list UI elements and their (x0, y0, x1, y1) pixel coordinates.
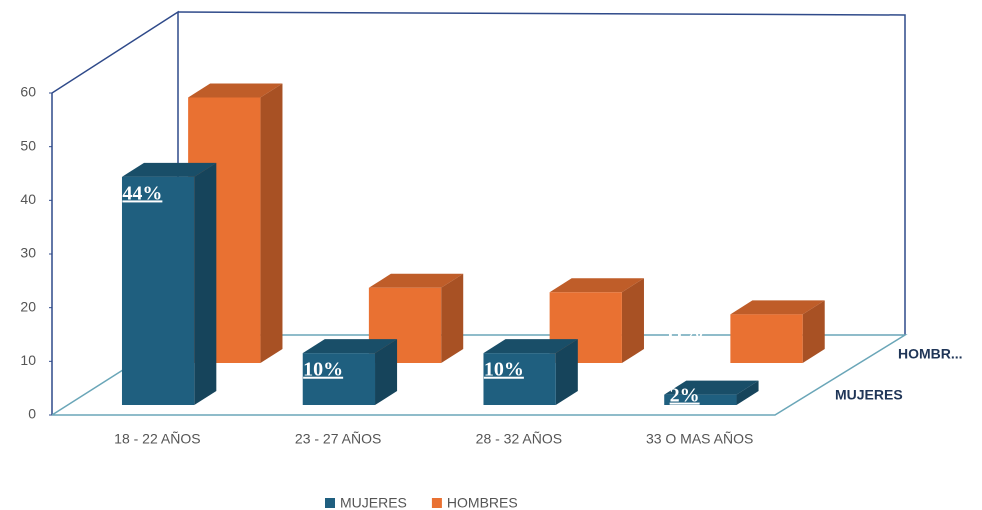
bar-side (194, 162, 217, 405)
depth-label: MUJERES (835, 387, 903, 403)
bar (730, 300, 825, 363)
x-tick-label: 18 - 22 AÑOS (114, 431, 200, 447)
bar-side (375, 339, 398, 405)
bar-top (121, 162, 217, 177)
y-tick-label: 40 (20, 191, 36, 207)
back-wall (177, 11, 906, 335)
value-label: 17% (303, 293, 343, 315)
bar-side (736, 380, 759, 405)
value-label: 10% (303, 359, 343, 381)
bar-top (483, 339, 578, 354)
value-label: 44% (122, 182, 162, 204)
bar-front (730, 314, 803, 363)
bar-front (664, 394, 737, 405)
value-label: 10% (484, 359, 524, 381)
legend-swatch (325, 498, 335, 508)
bar-top (188, 83, 283, 98)
bar-top (302, 339, 398, 354)
value-label: 2% (670, 385, 700, 407)
bar-front (483, 353, 556, 405)
bar-top (549, 278, 644, 293)
bar-front (302, 353, 376, 405)
bar-side (555, 339, 578, 405)
x-tick-label: 28 - 32 AÑOS (476, 431, 562, 447)
bar-side (441, 273, 464, 363)
bar (664, 380, 759, 405)
bar (302, 339, 398, 405)
legend-swatch (431, 498, 442, 508)
bar-side (802, 300, 825, 363)
bar-side (621, 278, 644, 363)
value-label: 16% (484, 298, 524, 320)
y-tick-label: 30 (20, 245, 36, 261)
bar-side (260, 83, 283, 364)
bar-top (730, 300, 825, 315)
depth-label: HOMBR... (898, 346, 963, 362)
bar (483, 339, 578, 405)
bar-top (664, 380, 759, 395)
bar (121, 162, 217, 405)
legend-label: HOMBRES (447, 495, 518, 510)
y-tick-label: 60 (20, 84, 36, 100)
value-label: 11% (665, 320, 704, 342)
y-tick-label: 20 (20, 298, 36, 314)
y-tick-label: 50 (20, 137, 36, 153)
bar-top (368, 273, 464, 288)
x-tick-label: 33 O MAS AÑOS (646, 431, 753, 447)
legend-label: MUJERES (340, 495, 407, 510)
y-tick-label: 0 (28, 406, 36, 422)
bar-front (121, 176, 195, 405)
y-tick-label: 10 (20, 352, 36, 368)
x-tick-label: 23 - 27 AÑOS (295, 431, 381, 447)
